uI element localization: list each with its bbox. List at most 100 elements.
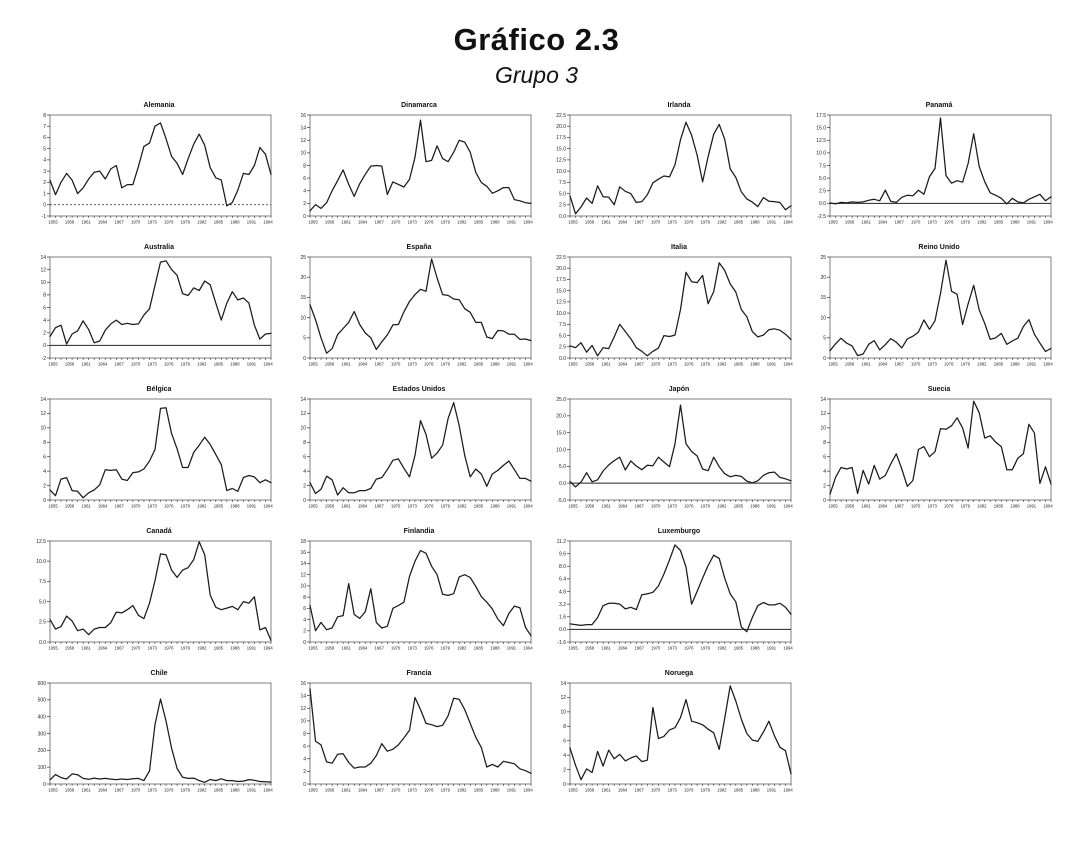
x-tick-label: 1976	[424, 788, 434, 793]
y-tick-label: 8	[43, 293, 46, 299]
x-tick-label: 1964	[98, 646, 108, 651]
chart-title: Italia	[671, 244, 687, 251]
y-tick-label: 5.0	[39, 599, 46, 605]
y-tick-label: 12	[820, 411, 826, 417]
x-tick-label: 1988	[490, 646, 500, 651]
x-tick-label: 1985	[214, 646, 224, 651]
x-tick-label: 1994	[263, 362, 273, 367]
x-tick-label: 1979	[181, 788, 191, 793]
x-tick-label: 1982	[717, 220, 727, 225]
y-tick-label: 5.0	[559, 191, 566, 197]
x-tick-label: 1970	[651, 504, 661, 509]
x-tick-label: 1982	[197, 646, 207, 651]
plot-border	[49, 682, 272, 785]
y-tick-label: 2	[303, 629, 306, 635]
x-tick-label: 1976	[944, 504, 954, 509]
x-tick-label: 1976	[684, 362, 694, 367]
x-tick-label: 1985	[734, 220, 744, 225]
data-line	[49, 260, 272, 345]
x-tick-label: 1955	[48, 362, 58, 367]
y-tick-label: -2	[42, 356, 47, 362]
x-tick-label: 1961	[601, 646, 611, 651]
x-tick-label: 1961	[81, 362, 91, 367]
figure-title: Gráfico 2.3	[453, 22, 620, 57]
x-tick-label: 1985	[214, 788, 224, 793]
y-tick-label: 4	[43, 469, 46, 475]
y-tick-label: 15.0	[556, 430, 566, 436]
x-tick-label: 1991	[507, 362, 517, 367]
data-line	[49, 541, 272, 642]
x-tick-label: 1991	[767, 220, 777, 225]
y-tick-label: 22.5	[556, 255, 566, 261]
x-tick-label: 1970	[131, 788, 141, 793]
y-tick-label: 5	[823, 336, 826, 342]
x-tick-label: 1988	[750, 646, 760, 651]
y-tick-label: 6.4	[559, 577, 566, 583]
chart-title: Chile	[150, 670, 168, 677]
y-tick-label: -1	[42, 214, 47, 220]
chart-panel-suecia: Suecia 14 12 10 8 6 4 2 0 1955 1958 1961 1964 1967 197…	[808, 385, 1056, 520]
y-tick-label: -1.6	[557, 640, 566, 646]
y-tick-label: 6	[303, 744, 306, 750]
charts-grid: Alemania 8 7 6 5 4 3 2 1 0 -1 1955 1958 1961 1964 1967 1…	[28, 101, 1073, 804]
chart-panel-chile: Chile 600 500 400 300 200 100 0 1955 1958 1961 1964…	[28, 669, 276, 804]
y-tick-label: 2	[43, 180, 46, 186]
y-tick-label: 2	[43, 483, 46, 489]
x-tick-label: 1991	[247, 504, 257, 509]
x-tick-label: 1958	[325, 646, 335, 651]
chart-panel-reino-unido: Reino Unido 25 20 15 10 5 0 1955 1958 1961 1964 196…	[808, 243, 1056, 378]
x-tick-label: 1970	[911, 362, 921, 367]
x-tick-label: 1955	[828, 362, 838, 367]
x-tick-label: 1976	[944, 362, 954, 367]
x-tick-label: 1955	[48, 646, 58, 651]
x-tick-label: 1985	[734, 788, 744, 793]
y-tick-label: 16	[300, 113, 306, 119]
plot-border	[49, 256, 272, 359]
x-tick-label: 1955	[828, 504, 838, 509]
x-tick-label: 1994	[1043, 220, 1053, 225]
y-tick-label: 12	[300, 706, 306, 712]
chart-panel-panama: Panamá 17.5 15.0 12.5 10.0 7.5 5.0 2.5 0.0 -2.5 19…	[808, 101, 1056, 236]
chart-panel-estados-unidos: Estados Unidos 14 12 10 8 6 4 2 0 1955 1958 1961 196…	[288, 385, 536, 520]
y-tick-label: 12	[40, 267, 46, 273]
data-line	[309, 401, 532, 496]
x-tick-label: 1982	[977, 220, 987, 225]
y-tick-label: 8.0	[559, 564, 566, 570]
x-tick-label: 1961	[601, 504, 611, 509]
x-tick-label: 1994	[523, 788, 533, 793]
plot-border	[569, 540, 792, 643]
y-tick-label: 8	[303, 595, 306, 601]
x-tick-label: 1973	[408, 220, 418, 225]
chart-row: Canadá 12.5 10.0 7.5 5.0 2.5 0.0 1955 1958 1961 19…	[28, 527, 1073, 662]
y-tick-label: 5	[43, 146, 46, 152]
y-tick-label: 2	[43, 331, 46, 337]
x-tick-label: 1994	[783, 504, 793, 509]
y-tick-label: 3.2	[559, 602, 566, 608]
x-tick-label: 1958	[585, 788, 595, 793]
x-tick-label: 1967	[894, 362, 904, 367]
x-tick-label: 1982	[717, 788, 727, 793]
y-tick-label: 0	[823, 356, 826, 362]
x-tick-label: 1958	[325, 362, 335, 367]
x-tick-label: 1961	[341, 504, 351, 509]
x-tick-label: 1979	[441, 504, 451, 509]
y-tick-label: 4	[303, 757, 306, 763]
plot-border	[829, 256, 1052, 359]
chart-title: Alemania	[143, 102, 175, 109]
x-tick-label: 1961	[601, 362, 611, 367]
y-tick-label: 14	[820, 397, 826, 403]
x-tick-label: 1988	[490, 362, 500, 367]
x-tick-label: 1973	[668, 504, 678, 509]
y-tick-label: 10.0	[816, 151, 826, 157]
y-tick-label: 2	[303, 201, 306, 207]
y-tick-label: 6	[43, 305, 46, 311]
y-tick-label: 10	[300, 426, 306, 432]
x-tick-label: 1985	[474, 788, 484, 793]
x-tick-label: 1961	[81, 646, 91, 651]
x-tick-label: 1955	[568, 220, 578, 225]
y-tick-label: 200	[38, 748, 47, 754]
y-tick-label: 12.5	[816, 138, 826, 144]
x-tick-label: 1994	[263, 646, 273, 651]
